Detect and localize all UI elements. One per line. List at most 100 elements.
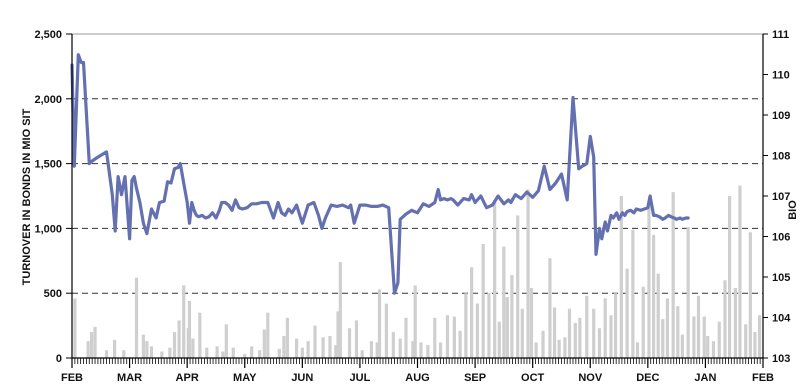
volume-bar xyxy=(122,350,126,358)
volume-bar xyxy=(603,298,607,358)
x-tick-label: FEB xyxy=(61,372,83,384)
volume-bar xyxy=(338,262,342,358)
bar-series xyxy=(73,185,762,358)
volume-bar xyxy=(215,346,219,358)
volume-bar xyxy=(481,243,485,358)
volume-bar xyxy=(191,338,195,358)
volume-bar xyxy=(336,311,340,358)
volume-bar xyxy=(613,293,618,358)
volume-bar xyxy=(177,320,181,358)
volume-bar xyxy=(563,337,567,358)
volume-bar xyxy=(619,196,623,358)
volume-bar xyxy=(285,317,289,358)
volume-bar xyxy=(696,295,701,358)
volume-bar xyxy=(631,229,635,358)
volume-bar xyxy=(391,332,395,358)
volume-bar xyxy=(661,319,665,358)
volume-bar xyxy=(243,354,247,358)
volume-bar xyxy=(717,321,721,358)
volume-bar xyxy=(452,316,456,358)
volume-bar xyxy=(464,293,468,358)
volume-bar xyxy=(557,339,561,358)
right-tick-label: 104 xyxy=(772,313,791,325)
x-tick-label: APR xyxy=(176,372,199,384)
x-tick-label: DEC xyxy=(636,372,659,384)
left-tick-label: 500 xyxy=(44,288,62,300)
volume-bar xyxy=(321,337,325,358)
volume-bar xyxy=(520,308,524,358)
volume-bar xyxy=(567,308,572,358)
right-tick-label: 108 xyxy=(772,151,790,163)
volume-bar xyxy=(198,312,202,358)
left-tick-label: 2,000 xyxy=(34,94,62,106)
volume-bar xyxy=(438,342,443,358)
x-tick-label: NOV xyxy=(578,372,603,384)
volume-bar xyxy=(534,342,538,358)
volume-bar xyxy=(300,347,304,358)
volume-bar xyxy=(262,329,266,358)
x-tick-label: OCT xyxy=(521,372,545,384)
x-tick-label: SEP xyxy=(464,372,486,384)
volume-bar xyxy=(711,341,716,358)
volume-bar xyxy=(433,317,437,358)
volume-bar xyxy=(347,328,352,358)
x-tick-label: MAR xyxy=(117,372,142,384)
volume-bar xyxy=(334,345,338,358)
volume-bar xyxy=(182,285,186,358)
volume-bar xyxy=(757,315,762,358)
left-tick-label: 1,500 xyxy=(34,159,62,171)
line-series xyxy=(70,53,690,295)
volume-bar xyxy=(706,335,710,358)
volume-bar xyxy=(426,345,430,358)
volume-bar xyxy=(676,306,680,358)
volume-bar xyxy=(369,341,374,358)
y-axis-left-label: TURNOVER IN BONDS IN MIO SIT xyxy=(21,108,33,285)
volume-bar xyxy=(134,277,139,358)
volume-bar xyxy=(398,338,402,358)
volume-bar xyxy=(510,275,514,358)
volume-bar xyxy=(692,316,696,358)
volume-bar xyxy=(89,332,94,358)
volume-bar xyxy=(505,297,509,358)
volume-bar xyxy=(733,288,737,358)
volume-bar xyxy=(516,215,520,358)
volume-bar xyxy=(656,273,660,358)
volume-bar xyxy=(625,268,629,358)
volume-bar xyxy=(458,330,462,358)
volume-bar xyxy=(354,320,359,358)
left-tick-label: 0 xyxy=(56,353,62,365)
x-tick-label: FEB xyxy=(752,372,774,384)
volume-bar xyxy=(145,341,149,358)
volume-bar xyxy=(224,324,228,358)
volume-bar xyxy=(231,347,235,358)
volume-bar xyxy=(277,348,281,358)
volume-bar xyxy=(258,350,262,358)
right-tick-label: 106 xyxy=(772,232,790,244)
volume-bar xyxy=(680,334,684,358)
volume-bar xyxy=(665,298,670,358)
volume-bar xyxy=(578,317,582,358)
volume-bar xyxy=(573,323,577,358)
volume-bar xyxy=(651,234,656,358)
volume-bar xyxy=(592,308,596,358)
volume-bar xyxy=(141,334,146,358)
volume-bar xyxy=(728,196,732,358)
volume-bar xyxy=(686,227,690,358)
volume-bar xyxy=(597,328,602,358)
volume-bar xyxy=(266,312,270,358)
volume-bar xyxy=(541,330,545,358)
volume-bar xyxy=(529,288,534,358)
right-tick-label: 111 xyxy=(772,29,789,41)
volume-bar xyxy=(282,335,286,358)
x-tick-label: MAY xyxy=(233,372,257,384)
volume-bar xyxy=(205,347,209,358)
volume-bar xyxy=(328,335,332,358)
volume-bar xyxy=(641,286,645,358)
x-tick-label: JUL xyxy=(350,372,371,384)
volume-bar xyxy=(419,342,423,358)
volume-bar xyxy=(104,350,109,358)
volume-bar xyxy=(377,289,382,358)
volume-bar xyxy=(306,341,310,358)
volume-bar xyxy=(585,295,589,358)
right-tick-label: 109 xyxy=(772,110,790,122)
